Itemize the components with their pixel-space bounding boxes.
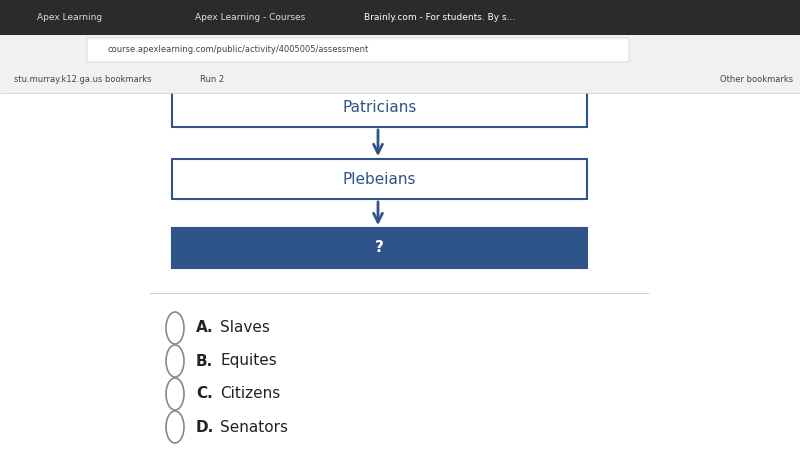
Text: Equites: Equites bbox=[220, 354, 277, 369]
Text: Other bookmarks: Other bookmarks bbox=[720, 75, 793, 84]
Text: Run 2: Run 2 bbox=[200, 75, 224, 84]
Text: Apex Learning: Apex Learning bbox=[38, 13, 102, 22]
Bar bbox=[172, 228, 587, 268]
Bar bbox=[0, 35, 800, 65]
Text: A.: A. bbox=[196, 320, 214, 336]
Text: D.: D. bbox=[196, 419, 214, 435]
Bar bbox=[172, 159, 587, 199]
Text: C.: C. bbox=[196, 387, 213, 401]
Text: Plebeians: Plebeians bbox=[342, 171, 416, 186]
Text: Apex Learning - Courses: Apex Learning - Courses bbox=[195, 13, 305, 22]
Text: course.apexlearning.com/public/activity/4005005/assessment: course.apexlearning.com/public/activity/… bbox=[108, 45, 370, 54]
Text: Brainly.com - For students. By s...: Brainly.com - For students. By s... bbox=[364, 13, 516, 22]
Text: Slaves: Slaves bbox=[220, 320, 270, 336]
Text: stu.murray.k12.ga.us bookmarks: stu.murray.k12.ga.us bookmarks bbox=[14, 75, 151, 84]
Bar bbox=[172, 87, 587, 127]
Bar bbox=[0, 65, 800, 93]
Text: B.: B. bbox=[196, 354, 214, 369]
Text: Patricians: Patricians bbox=[342, 99, 417, 114]
Text: ?: ? bbox=[375, 240, 384, 256]
Text: Senators: Senators bbox=[220, 419, 288, 435]
Bar bbox=[0, 0, 800, 35]
FancyBboxPatch shape bbox=[87, 38, 629, 62]
Text: Citizens: Citizens bbox=[220, 387, 280, 401]
